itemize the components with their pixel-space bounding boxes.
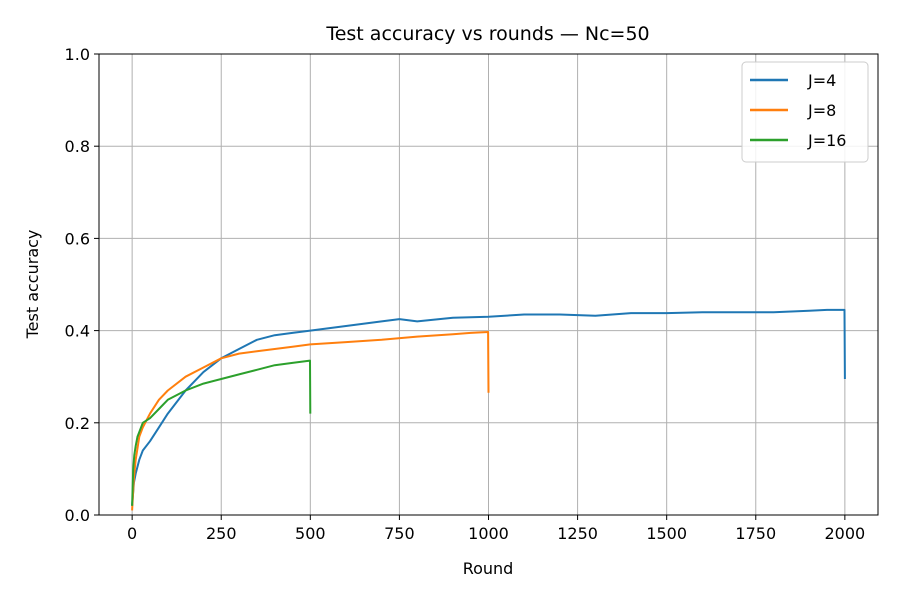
x-tick-label: 2000 bbox=[824, 524, 865, 543]
x-axis-label: Round bbox=[463, 559, 514, 578]
y-axis-label: Test accuracy bbox=[23, 230, 42, 340]
legend-label-1: J=4 bbox=[807, 71, 836, 90]
legend: J=4 J=8 J=16 bbox=[741, 61, 869, 163]
y-tick-label: 0.6 bbox=[65, 229, 90, 248]
y-tick-label: 0.4 bbox=[65, 322, 90, 341]
y-tick-label: 0.2 bbox=[65, 414, 90, 433]
y-tick-label: 1.0 bbox=[65, 45, 90, 64]
x-tick-label: 500 bbox=[295, 524, 326, 543]
x-tick-label: 1000 bbox=[468, 524, 509, 543]
ticks-layer: 0 250 500 750 1000 1250 1500 1750 2000 0.0 0.2 0.4 0… bbox=[65, 45, 866, 543]
legend-label-2: J=8 bbox=[807, 101, 836, 120]
x-tick-label: 750 bbox=[384, 524, 415, 543]
x-tick-label: 0 bbox=[127, 524, 137, 543]
x-tick-label: 1500 bbox=[646, 524, 687, 543]
chart-title: Test accuracy vs rounds — Nc=50 bbox=[325, 23, 649, 45]
series-layer bbox=[131, 308, 846, 511]
legend-label-3: J=16 bbox=[807, 131, 846, 150]
y-tick-label: 0.8 bbox=[65, 137, 90, 156]
series-line-2 bbox=[131, 331, 490, 511]
legend-box bbox=[741, 61, 869, 163]
series-line-3 bbox=[131, 359, 312, 506]
x-tick-label: 1250 bbox=[557, 524, 598, 543]
y-tick-label: 0.0 bbox=[65, 506, 90, 525]
series-line-1 bbox=[131, 308, 846, 506]
x-tick-label: 250 bbox=[206, 524, 237, 543]
x-tick-label: 1750 bbox=[735, 524, 776, 543]
